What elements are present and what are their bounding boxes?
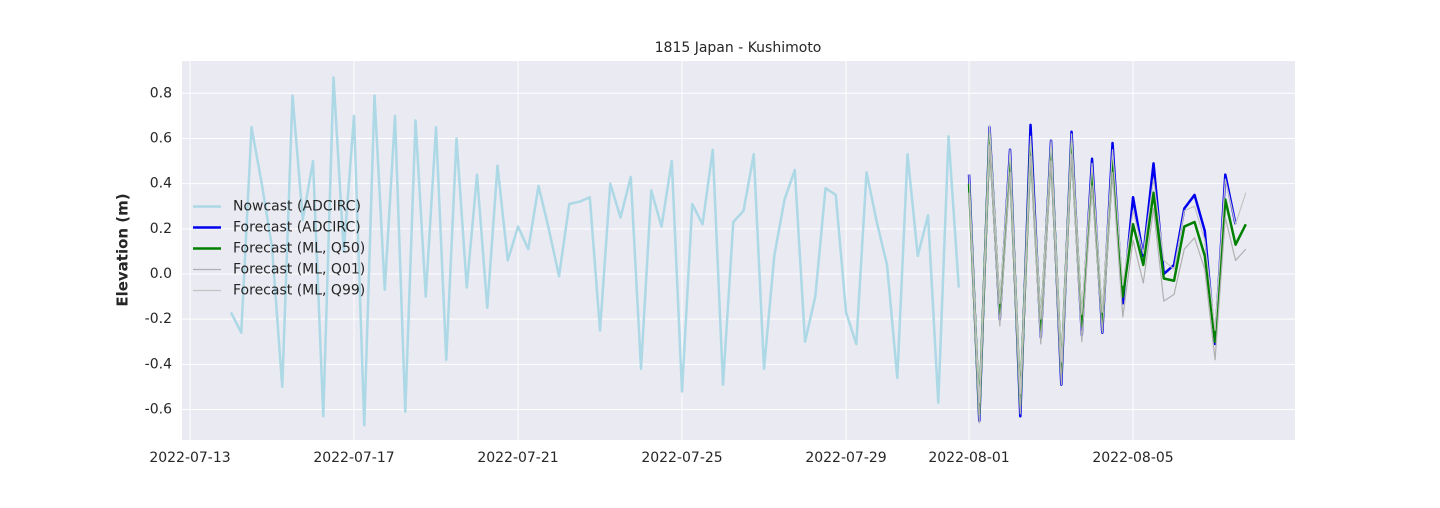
y-tick-label: 0.0 <box>150 266 172 282</box>
series-line <box>229 76 961 427</box>
lines <box>229 76 1247 427</box>
y-tick-label: -0.2 <box>145 311 172 327</box>
x-tick-label: 2022-07-13 <box>149 450 230 466</box>
y-tick-label: 0.4 <box>150 176 172 192</box>
x-tick-label: 2022-08-05 <box>1092 450 1173 466</box>
y-tick-label: 0.8 <box>150 85 172 101</box>
series-line <box>968 144 1247 424</box>
legend-label: Forecast (ML, Q99) <box>233 283 365 299</box>
x-tick-label: 2022-07-29 <box>805 450 886 466</box>
plot-area <box>182 61 1295 440</box>
y-tick-label: -0.6 <box>145 402 172 418</box>
series-line <box>968 124 1247 404</box>
chart-title: 1815 Japan - Kushimoto <box>655 40 822 56</box>
legend-label: Forecast (ADCIRC) <box>233 220 361 236</box>
legend-label: Forecast (ML, Q50) <box>233 241 365 257</box>
legend: Nowcast (ADCIRC) Forecast (ADCIRC) Forecas… <box>193 199 365 299</box>
y-tick-label: -0.4 <box>145 356 172 372</box>
y-tick-label: 0.6 <box>150 130 172 146</box>
legend-label: Nowcast (ADCIRC) <box>233 199 361 215</box>
x-tick-label: 2022-07-25 <box>641 450 722 466</box>
y-axis-label: Elevation (m) <box>114 193 132 306</box>
x-tick-label: 2022-07-21 <box>477 450 558 466</box>
x-tick-label: 2022-07-17 <box>313 450 394 466</box>
y-tick-label: 0.2 <box>150 221 172 237</box>
legend-label: Forecast (ML, Q01) <box>233 262 365 278</box>
x-tick-label: 2022-08-01 <box>928 450 1009 466</box>
